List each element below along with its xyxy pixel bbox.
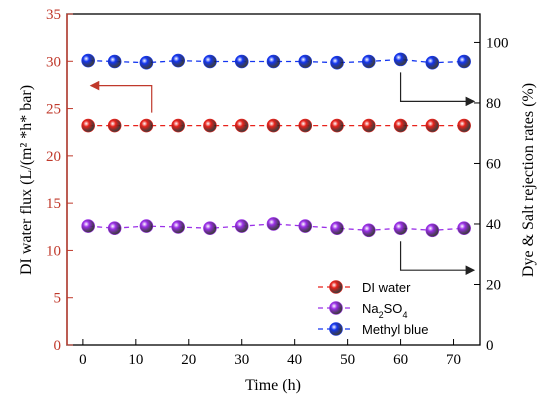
x-axis-title: Time (h) [245, 377, 301, 394]
legend-marker [329, 301, 343, 315]
x-tick-label: 30 [234, 352, 249, 368]
annotation-arrow-left [89, 80, 153, 113]
y-left-tick-label: 0 [54, 338, 62, 354]
y-right-tick-label: 60 [486, 156, 501, 172]
y-left-tick-label: 5 [54, 291, 62, 307]
data-point [203, 54, 217, 69]
data-point [393, 118, 408, 133]
data-point [203, 221, 217, 236]
y-right-axis-title: Dye & Salt rejection rates (%) [520, 83, 537, 277]
data-point [457, 54, 471, 69]
legend-marker [329, 280, 343, 294]
x-tick-label: 50 [340, 352, 355, 368]
x-tick-label: 60 [393, 352, 408, 368]
data-point [330, 221, 344, 236]
data-point [234, 54, 249, 69]
data-point [330, 118, 344, 133]
y-right-tick-label: 80 [486, 96, 501, 112]
data-point [234, 118, 249, 133]
data-point [139, 55, 154, 70]
data-point [171, 118, 185, 133]
data-point [107, 118, 122, 133]
data-point [266, 54, 281, 69]
data-point [425, 118, 440, 133]
data-point [362, 54, 376, 69]
data-point [171, 53, 185, 68]
data-point [330, 55, 344, 70]
x-tick-label: 0 [79, 352, 87, 368]
y-left-tick-label: 20 [46, 149, 61, 165]
y-left-tick-label: 10 [46, 243, 61, 259]
annotation-arrow-right [399, 241, 476, 276]
data-point [81, 219, 95, 233]
y-left-axis-title-text: DI water flux (L/(m² *h* bar) [18, 85, 35, 275]
x-tick-label: 10 [128, 352, 143, 368]
data-point [298, 54, 313, 69]
y-right-tick-label: 40 [486, 217, 501, 233]
y-right-tick-label: 100 [486, 35, 509, 51]
y-right-tick-label: 20 [486, 277, 501, 293]
data-point [139, 219, 154, 233]
data-point [425, 223, 440, 238]
data-point [425, 55, 440, 70]
data-point [107, 221, 122, 236]
data-point [298, 219, 313, 233]
x-tick-label: 70 [446, 352, 461, 368]
y-left-tick-label: 15 [46, 196, 61, 212]
legend-label: Methyl blue [362, 322, 428, 337]
x-tick-label: 40 [287, 352, 302, 368]
y-left-tick-label: 30 [46, 54, 61, 70]
data-point [171, 220, 185, 234]
legend-label: Na2SO4 [362, 301, 407, 320]
data-point [81, 118, 95, 133]
data-point [457, 221, 471, 236]
y-left-tick-label: 25 [46, 102, 61, 118]
legend-marker [329, 322, 343, 336]
data-point [298, 118, 313, 133]
annotation-arrow-right [399, 72, 476, 107]
data-point [362, 118, 376, 133]
series-layer [81, 52, 471, 238]
data-point [393, 221, 408, 236]
data-point [139, 118, 154, 133]
y-right-tick-label: 0 [486, 338, 494, 354]
annotations [89, 72, 476, 276]
legend: DI water Na2SO4 Methyl blue [318, 280, 428, 337]
data-point [457, 118, 471, 133]
ticks: 0 10 20 30 40 50 60 70 0 5 10 15 20 25 30 35 0 20 40 60 80 10… [46, 7, 509, 368]
data-point [203, 118, 217, 133]
data-point [362, 223, 376, 238]
x-tick-label: 20 [181, 352, 196, 368]
y-left-tick-label: 35 [46, 7, 61, 23]
data-point [234, 219, 249, 233]
data-point [107, 54, 122, 69]
data-point [266, 118, 281, 133]
data-point [81, 53, 95, 68]
legend-label: DI water [362, 280, 411, 295]
data-point [266, 217, 281, 231]
y-left-axis-title: DI water flux (L/(m² *h* bar) [18, 85, 35, 275]
data-point [393, 52, 408, 67]
